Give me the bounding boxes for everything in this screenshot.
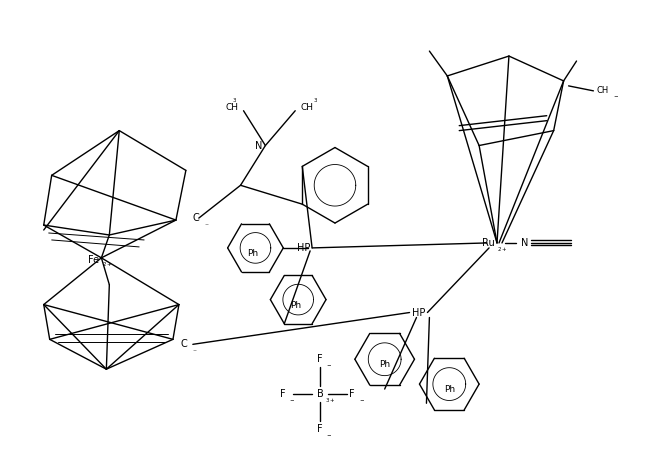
Text: CH: CH (300, 103, 313, 112)
Text: N: N (521, 238, 528, 248)
Text: C: C (193, 213, 200, 223)
Text: CH: CH (597, 86, 609, 95)
Text: $^-$: $^-$ (288, 397, 296, 406)
Text: ⁻: ⁻ (193, 347, 197, 356)
Text: CH: CH (225, 103, 239, 112)
Text: $_3$: $_3$ (233, 96, 237, 105)
Text: F: F (349, 389, 355, 399)
Text: Fe: Fe (88, 255, 99, 265)
Text: Ph: Ph (379, 360, 391, 369)
Text: F: F (318, 354, 323, 364)
Text: HP: HP (297, 243, 310, 253)
Text: B: B (317, 389, 324, 399)
Text: $_3$: $_3$ (313, 96, 318, 105)
Text: $^{3+}$: $^{3+}$ (325, 397, 335, 406)
Text: Ph: Ph (290, 301, 301, 310)
Text: HP: HP (412, 307, 425, 318)
Text: Ph: Ph (247, 249, 258, 259)
Text: $^-$: $^-$ (325, 362, 332, 371)
Text: F: F (318, 424, 323, 434)
Text: F: F (280, 389, 285, 399)
Text: $^{2+}$: $^{2+}$ (102, 262, 113, 271)
Text: Ru: Ru (482, 238, 495, 248)
Text: ⁻: ⁻ (205, 221, 209, 230)
Text: $^-$: $^-$ (358, 397, 365, 406)
Text: $^-$: $^-$ (613, 93, 619, 102)
Text: N: N (255, 140, 263, 151)
Text: C: C (181, 339, 188, 349)
Text: Ph: Ph (444, 385, 455, 393)
Text: $^{2+}$: $^{2+}$ (497, 247, 507, 256)
Text: $^-$: $^-$ (325, 432, 332, 441)
